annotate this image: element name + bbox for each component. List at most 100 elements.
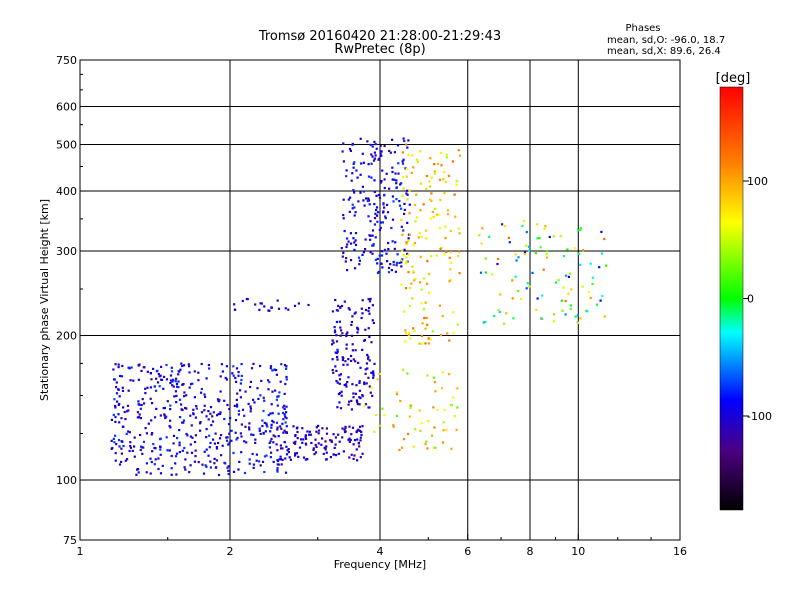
data-point bbox=[146, 386, 149, 389]
data-point bbox=[366, 353, 369, 356]
data-point bbox=[314, 451, 318, 454]
data-point bbox=[261, 424, 264, 428]
data-point bbox=[114, 363, 117, 366]
data-point bbox=[141, 452, 144, 455]
data-point bbox=[202, 472, 206, 475]
data-point bbox=[396, 253, 399, 256]
data-point bbox=[192, 408, 195, 411]
data-point bbox=[283, 440, 286, 444]
data-point bbox=[425, 440, 428, 443]
data-point bbox=[591, 276, 594, 279]
data-point bbox=[552, 320, 556, 323]
data-point bbox=[394, 241, 397, 244]
data-point bbox=[353, 214, 356, 217]
data-point bbox=[153, 385, 156, 388]
data-point bbox=[294, 440, 297, 443]
data-point bbox=[199, 429, 202, 432]
data-point bbox=[115, 386, 118, 389]
data-point bbox=[170, 379, 173, 382]
data-point bbox=[200, 391, 203, 394]
data-point bbox=[393, 151, 396, 154]
x-tick-label: 2 bbox=[227, 545, 234, 558]
data-point bbox=[310, 441, 313, 445]
data-point bbox=[371, 234, 374, 237]
data-point bbox=[342, 363, 345, 366]
data-point bbox=[377, 158, 380, 161]
data-point bbox=[232, 374, 235, 377]
data-point bbox=[523, 251, 527, 254]
data-point bbox=[248, 458, 251, 461]
data-point bbox=[364, 308, 368, 312]
data-point bbox=[185, 432, 188, 436]
data-point bbox=[165, 363, 168, 367]
data-point bbox=[408, 189, 411, 192]
data-point bbox=[239, 396, 242, 399]
data-point bbox=[276, 426, 279, 429]
data-point bbox=[361, 299, 364, 302]
data-point bbox=[600, 252, 604, 255]
data-point bbox=[283, 392, 286, 395]
data-point bbox=[453, 193, 456, 196]
data-point bbox=[143, 402, 146, 405]
data-point bbox=[113, 378, 116, 381]
data-point bbox=[439, 247, 442, 250]
data-point bbox=[197, 371, 200, 374]
data-point bbox=[214, 432, 217, 435]
data-point bbox=[403, 248, 406, 251]
data-point bbox=[564, 299, 567, 303]
data-point bbox=[332, 453, 335, 456]
data-point bbox=[399, 399, 402, 403]
data-point bbox=[370, 341, 373, 344]
data-point bbox=[200, 362, 203, 366]
data-point bbox=[417, 236, 420, 239]
data-point bbox=[380, 262, 383, 265]
data-point bbox=[567, 275, 570, 278]
data-point bbox=[373, 190, 376, 193]
data-point bbox=[368, 307, 371, 310]
data-point bbox=[117, 388, 120, 391]
data-point bbox=[536, 237, 539, 240]
data-point bbox=[188, 371, 191, 374]
data-point bbox=[371, 229, 375, 232]
data-point bbox=[348, 440, 351, 443]
data-point bbox=[412, 327, 415, 330]
data-point bbox=[138, 413, 141, 416]
data-point bbox=[117, 413, 120, 416]
data-point bbox=[361, 452, 364, 455]
data-point bbox=[271, 412, 274, 415]
data-point bbox=[407, 139, 410, 142]
data-point bbox=[236, 403, 239, 406]
data-point bbox=[356, 326, 359, 329]
data-point bbox=[237, 413, 240, 416]
data-point bbox=[582, 249, 585, 252]
data-point bbox=[367, 376, 370, 379]
data-point bbox=[208, 367, 211, 370]
data-point bbox=[354, 311, 357, 314]
data-point bbox=[426, 447, 429, 450]
data-point bbox=[365, 362, 368, 365]
data-point bbox=[427, 272, 431, 276]
data-point bbox=[280, 463, 283, 466]
data-point bbox=[453, 415, 456, 418]
data-point bbox=[249, 385, 252, 389]
data-point bbox=[354, 392, 357, 395]
data-point bbox=[118, 445, 121, 448]
data-point bbox=[347, 376, 350, 379]
data-point bbox=[402, 187, 405, 190]
data-point bbox=[370, 371, 373, 374]
data-point bbox=[405, 143, 408, 146]
data-point bbox=[450, 447, 453, 450]
data-point bbox=[120, 452, 123, 455]
data-point bbox=[334, 454, 338, 457]
data-point bbox=[378, 424, 381, 427]
data-point bbox=[301, 427, 304, 430]
data-point bbox=[296, 430, 299, 434]
data-point bbox=[340, 304, 344, 308]
data-point bbox=[230, 429, 233, 432]
data-point bbox=[405, 243, 408, 246]
data-point bbox=[190, 451, 194, 454]
data-point bbox=[321, 437, 324, 440]
data-point bbox=[379, 181, 383, 184]
data-point bbox=[365, 382, 368, 385]
data-point bbox=[339, 334, 342, 337]
